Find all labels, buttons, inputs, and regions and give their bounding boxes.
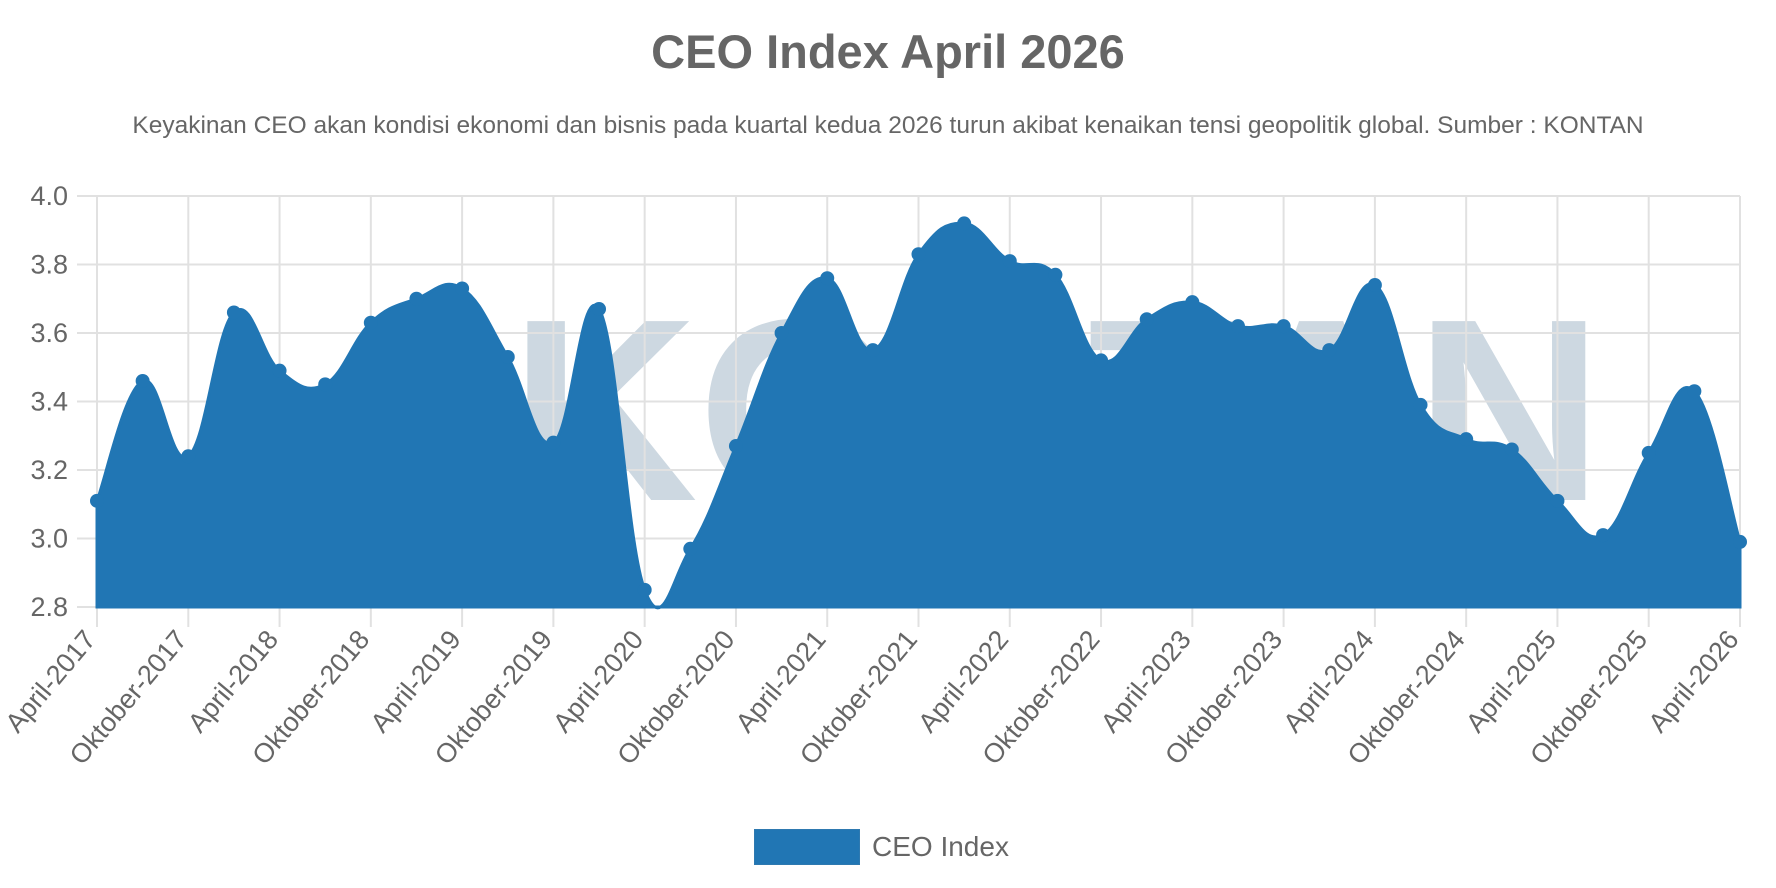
data-point[interactable] xyxy=(500,349,515,364)
y-tick-label: 4.0 xyxy=(30,181,68,211)
y-tick-label: 3.6 xyxy=(30,318,68,348)
x-tick-label: April-2018 xyxy=(182,625,284,739)
x-tick-label: April-2019 xyxy=(365,625,467,739)
data-point[interactable] xyxy=(592,302,607,317)
data-point[interactable] xyxy=(1550,493,1565,508)
data-point[interactable] xyxy=(1687,384,1702,399)
data-point[interactable] xyxy=(318,377,333,392)
x-tick-label: April-2021 xyxy=(730,625,832,739)
x-tick-label: April-2023 xyxy=(1095,625,1197,739)
legend-label[interactable]: CEO Index xyxy=(872,831,1009,862)
data-point[interactable] xyxy=(135,373,150,388)
data-point[interactable] xyxy=(1367,278,1382,293)
data-point[interactable] xyxy=(363,315,378,330)
data-point[interactable] xyxy=(1276,319,1291,334)
data-point[interactable] xyxy=(90,493,104,508)
y-tick-label: 3.2 xyxy=(30,455,68,485)
data-point[interactable] xyxy=(1413,397,1428,412)
chart-title: CEO Index April 2026 xyxy=(651,25,1125,78)
data-point[interactable] xyxy=(1459,432,1474,447)
data-point[interactable] xyxy=(865,343,880,358)
x-tick-label: April-2025 xyxy=(1460,625,1562,739)
data-point[interactable] xyxy=(911,247,926,262)
data-point[interactable] xyxy=(1230,319,1245,334)
data-point[interactable] xyxy=(957,216,972,231)
x-tick-label: April-2017 xyxy=(0,625,102,739)
y-tick-label: 3.8 xyxy=(30,250,68,280)
x-tick-label: April-2022 xyxy=(912,625,1014,739)
data-point[interactable] xyxy=(455,281,470,296)
y-tick-label: 3.4 xyxy=(30,387,68,417)
x-tick-label: April-2026 xyxy=(1643,625,1745,739)
data-point[interactable] xyxy=(1596,528,1611,543)
y-tick-label: 2.8 xyxy=(30,592,68,622)
y-axis: 4.0 3.8 3.6 3.4 3.2 3.0 2.8 xyxy=(30,181,68,622)
data-point[interactable] xyxy=(1641,445,1656,460)
y-tick-label: 3.0 xyxy=(30,524,68,554)
legend: CEO Index xyxy=(754,829,1009,865)
data-points xyxy=(90,216,1747,597)
data-point[interactable] xyxy=(1002,254,1017,269)
data-point[interactable] xyxy=(683,541,698,556)
data-point[interactable] xyxy=(1048,267,1063,282)
data-point[interactable] xyxy=(546,435,561,450)
x-axis: April-2017Oktober-2017April-2018Oktober-… xyxy=(0,625,1745,771)
data-point[interactable] xyxy=(1094,353,1109,368)
data-point[interactable] xyxy=(774,326,789,340)
chart-subtitle: Keyakinan CEO akan kondisi ekonomi dan b… xyxy=(132,112,1644,139)
data-point[interactable] xyxy=(820,271,835,286)
data-point[interactable] xyxy=(1185,295,1200,310)
legend-swatch[interactable] xyxy=(754,829,860,865)
data-point[interactable] xyxy=(409,291,424,306)
data-point[interactable] xyxy=(637,582,652,597)
data-point[interactable] xyxy=(226,305,241,320)
x-tick-label: April-2024 xyxy=(1277,625,1379,739)
x-tick-label: April-2020 xyxy=(547,625,649,739)
data-point[interactable] xyxy=(1733,534,1747,549)
data-point[interactable] xyxy=(181,449,196,464)
data-point[interactable] xyxy=(1139,312,1154,327)
data-point[interactable] xyxy=(1322,343,1337,358)
data-point[interactable] xyxy=(272,363,287,378)
data-point[interactable] xyxy=(1504,442,1519,457)
data-point[interactable] xyxy=(728,439,743,454)
